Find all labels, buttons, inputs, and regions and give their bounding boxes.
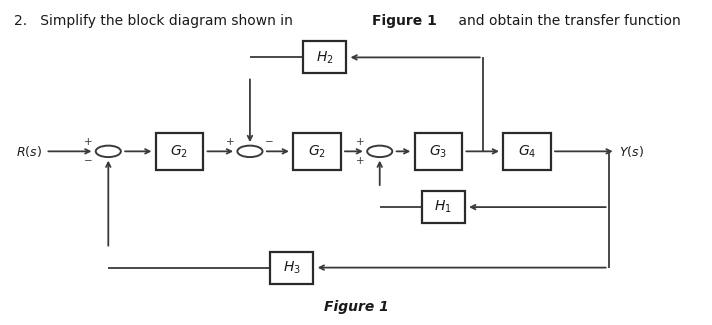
Text: +: + [84,137,93,147]
Text: $G_3$: $G_3$ [429,143,447,160]
Text: $Y(s)$: $Y(s)$ [619,144,644,159]
Bar [503,133,550,170]
Bar [293,133,340,170]
Bar [414,133,462,170]
Text: $H_2$: $H_2$ [316,49,333,66]
Text: −: − [84,156,93,166]
Text: −: − [266,137,274,147]
Text: Figure 1: Figure 1 [324,300,388,314]
Text: $R(s)$: $R(s)$ [16,144,42,159]
Text: +: + [226,137,234,147]
Text: +: + [356,156,365,166]
Text: +: + [356,137,365,147]
Bar [422,191,465,223]
Text: $G_2$: $G_2$ [308,143,326,160]
Bar [303,42,346,73]
Bar [156,133,203,170]
Text: Figure 1: Figure 1 [372,14,437,28]
Text: and obtain the transfer function: and obtain the transfer function [454,14,686,28]
Text: $G_2$: $G_2$ [170,143,189,160]
Text: $H_3$: $H_3$ [283,259,300,276]
Text: $H_1$: $H_1$ [434,199,452,215]
Bar [270,252,313,283]
Text: 2.   Simplify the block diagram shown in: 2. Simplify the block diagram shown in [14,14,298,28]
Text: $G_4$: $G_4$ [518,143,536,160]
